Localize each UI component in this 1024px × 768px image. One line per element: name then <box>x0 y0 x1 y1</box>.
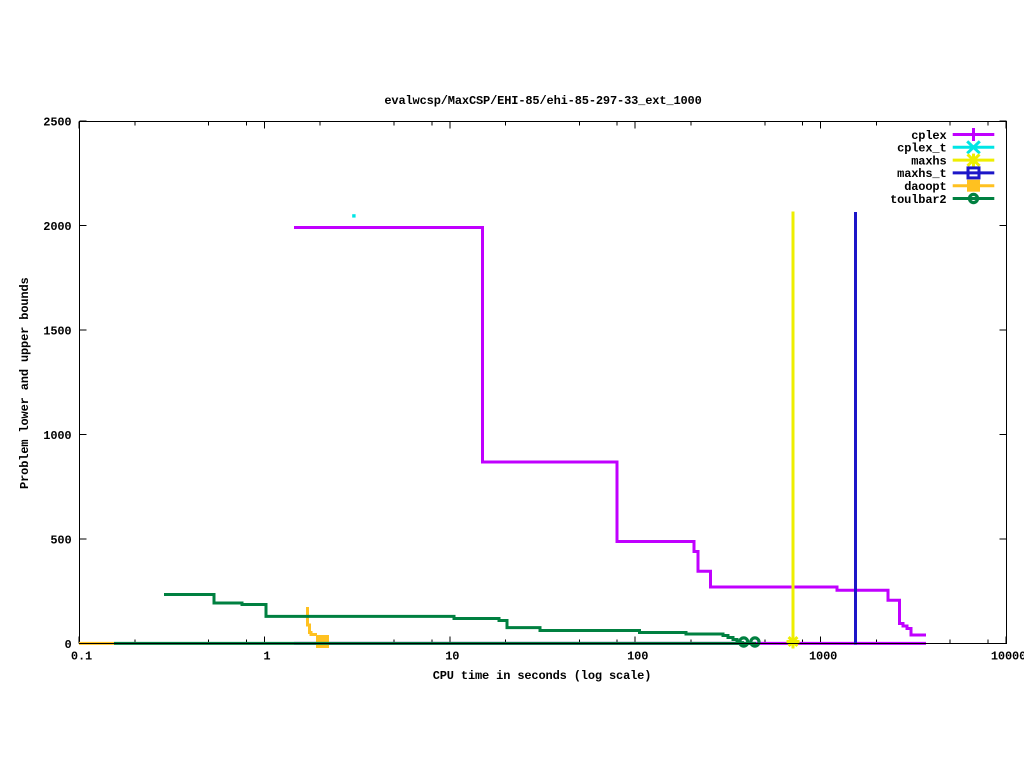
svg-text:daoopt: daoopt <box>904 180 946 194</box>
svg-text:maxhs_t: maxhs_t <box>897 167 946 181</box>
svg-text:10000: 10000 <box>991 650 1024 664</box>
svg-text:10: 10 <box>445 650 459 664</box>
svg-text:2500: 2500 <box>43 115 71 129</box>
svg-text:cplex: cplex <box>911 129 946 143</box>
svg-text:0.1: 0.1 <box>71 650 92 664</box>
svg-text:CPU time in seconds (log scale: CPU time in seconds (log scale) <box>433 669 652 683</box>
svg-text:toulbar2: toulbar2 <box>890 193 946 207</box>
svg-text:500: 500 <box>50 533 71 547</box>
svg-text:Problem lower and upper bounds: Problem lower and upper bounds <box>18 277 32 489</box>
svg-text:100: 100 <box>627 650 648 664</box>
svg-text:1: 1 <box>263 650 270 664</box>
svg-text:cplex_t: cplex_t <box>897 142 946 156</box>
svg-text:1000: 1000 <box>809 650 837 664</box>
svg-text:0: 0 <box>64 638 71 652</box>
svg-text:maxhs: maxhs <box>911 154 946 168</box>
svg-text:evalwcsp/MaxCSP/EHI-85/ehi-85-: evalwcsp/MaxCSP/EHI-85/ehi-85-297-33_ext… <box>384 94 701 108</box>
svg-text:1000: 1000 <box>43 429 71 443</box>
svg-text:2000: 2000 <box>43 220 71 234</box>
svg-text:1500: 1500 <box>43 324 71 338</box>
